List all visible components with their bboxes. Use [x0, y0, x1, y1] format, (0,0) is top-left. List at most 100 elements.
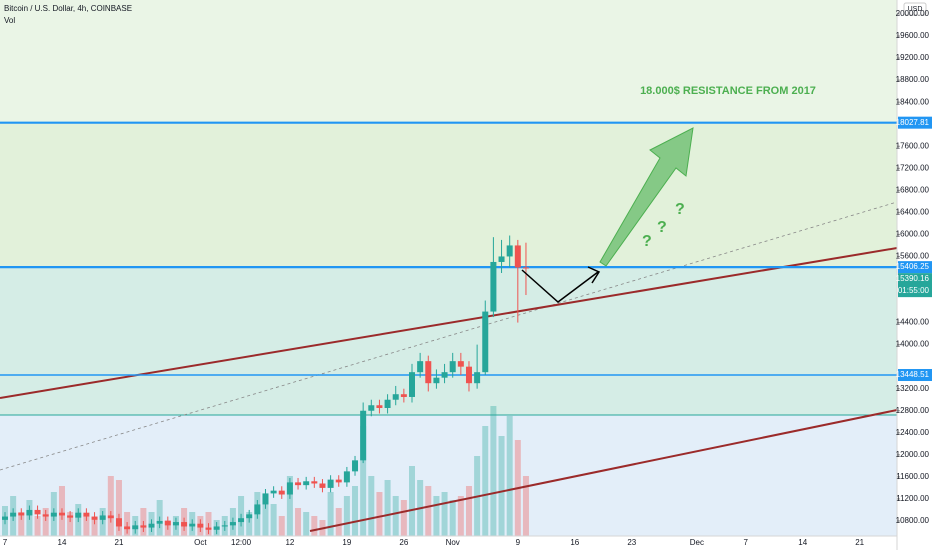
candle-body — [58, 512, 65, 516]
volume-bar — [91, 520, 98, 536]
candle-body — [449, 361, 456, 373]
volume-bar — [311, 516, 318, 536]
x-tick-label: Dec — [690, 538, 704, 547]
candle-body — [83, 512, 90, 517]
y-tick-label: 18400.00 — [896, 97, 930, 106]
candle-body — [278, 490, 285, 495]
zone — [0, 415, 897, 536]
x-tick-label: 7 — [744, 538, 749, 547]
question-mark: ? — [642, 233, 652, 250]
volume-bar — [392, 496, 399, 536]
candle-body — [148, 523, 155, 528]
path-arrowhead — [587, 266, 601, 284]
candle-body — [213, 526, 220, 530]
y-tick-label: 18800.00 — [896, 75, 930, 84]
candle-body — [360, 410, 367, 461]
level-badge — [898, 261, 932, 274]
candle-body — [311, 481, 318, 484]
x-tick-label: 14 — [798, 538, 807, 547]
currency: USD — [908, 6, 923, 13]
volume-bar — [67, 512, 74, 536]
y-tick-label: 12400.00 — [896, 428, 930, 437]
candle-body — [67, 515, 74, 518]
candle-body — [303, 481, 310, 486]
y-tick-label: 13200.00 — [896, 384, 930, 393]
y-tick-label: 19200.00 — [896, 53, 930, 62]
candle-body — [474, 372, 481, 384]
candle-body — [189, 523, 196, 527]
currency-badge — [903, 2, 927, 16]
candle-body — [522, 267, 529, 269]
x-tick-label: 16 — [570, 538, 579, 547]
candle-body — [457, 361, 464, 367]
candle-body — [319, 483, 326, 488]
volume-bar — [295, 508, 302, 536]
y-tick-label: 19600.00 — [896, 31, 930, 40]
candle-body — [441, 372, 448, 378]
y-tick-label: 16000.00 — [896, 230, 930, 239]
candle-body — [238, 518, 245, 523]
x-tick-label: 23 — [627, 538, 636, 547]
trend-dashed — [0, 201, 898, 471]
candle-body — [417, 361, 424, 373]
candle-body — [172, 522, 179, 526]
volume-bar — [107, 476, 114, 536]
candle-body — [270, 490, 277, 494]
candle-body — [254, 504, 261, 515]
candle-body — [506, 245, 513, 257]
question-mark: ? — [675, 201, 685, 218]
level-label: 15406.25 — [896, 262, 930, 271]
level-label: 18027.81 — [896, 118, 930, 127]
price-badge — [898, 273, 932, 298]
volume-bar — [246, 512, 253, 536]
candle-body — [124, 526, 131, 530]
level-badge — [898, 369, 932, 382]
candle-body — [18, 512, 25, 516]
y-tick-label: 17200.00 — [896, 163, 930, 172]
volume-bar — [433, 496, 440, 536]
x-tick-label: 19 — [342, 538, 351, 547]
y-tick-label: 12000.00 — [896, 450, 930, 459]
countdown: 01:55:00 — [898, 286, 930, 295]
candle-body — [229, 522, 236, 526]
candle-body — [295, 482, 302, 486]
y-tick-label: 12800.00 — [896, 406, 930, 415]
candle-body — [181, 522, 188, 527]
candle-body — [498, 256, 505, 262]
trend-upper — [0, 247, 898, 399]
candle-body — [392, 394, 399, 400]
volume-bar — [482, 426, 489, 536]
candle-body — [205, 527, 212, 530]
time-axis — [0, 536, 897, 550]
volume-bar — [18, 512, 25, 536]
zone — [0, 0, 897, 123]
volume-bar — [498, 436, 505, 536]
candle-body — [335, 479, 342, 483]
volume-bar — [376, 492, 383, 536]
candle-body — [140, 525, 147, 528]
candle-body — [352, 460, 359, 472]
candle-body — [514, 245, 521, 268]
candle-body — [246, 514, 253, 519]
candle-body — [465, 366, 472, 384]
candle-body — [409, 372, 415, 397]
level-label: 13448.51 — [896, 370, 930, 379]
candle-body — [343, 471, 350, 483]
volume-bar — [400, 500, 407, 536]
candle-body — [368, 405, 375, 411]
x-tick-label: 7 — [3, 538, 8, 547]
y-tick-label: 16400.00 — [896, 207, 930, 216]
volume-bar — [343, 496, 350, 536]
candle-body — [262, 493, 269, 505]
candle-body — [482, 311, 489, 373]
candle-body — [107, 515, 114, 519]
volume-bar — [441, 492, 448, 536]
green-arrow — [599, 127, 694, 267]
volume-bar — [522, 476, 529, 536]
volume-bar — [34, 516, 41, 536]
volume-bar — [368, 476, 375, 536]
annotation: 18.000$ RESISTANCE FROM 2017 — [640, 85, 816, 97]
volume-bar — [42, 508, 49, 536]
volume-bar — [506, 416, 513, 536]
